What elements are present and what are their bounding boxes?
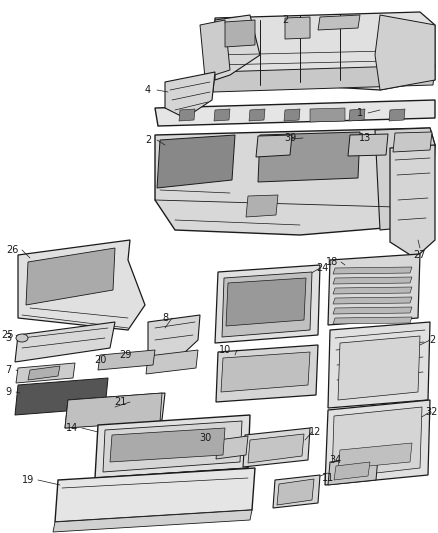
Polygon shape <box>155 128 435 235</box>
Polygon shape <box>28 366 60 380</box>
Polygon shape <box>157 135 235 188</box>
Polygon shape <box>16 363 75 383</box>
Polygon shape <box>55 468 255 522</box>
Polygon shape <box>65 393 162 428</box>
Polygon shape <box>375 128 435 230</box>
Text: 12: 12 <box>309 427 321 437</box>
Text: 7: 7 <box>5 365 11 375</box>
Polygon shape <box>148 315 200 368</box>
Text: 39: 39 <box>284 133 296 143</box>
Polygon shape <box>333 297 412 304</box>
Text: 30: 30 <box>199 433 211 443</box>
Polygon shape <box>165 72 215 118</box>
Polygon shape <box>318 15 360 30</box>
Polygon shape <box>146 350 198 374</box>
Text: 29: 29 <box>119 350 131 360</box>
Text: 24: 24 <box>316 263 328 273</box>
Text: 4: 4 <box>145 85 151 95</box>
Text: 10: 10 <box>219 345 231 355</box>
Polygon shape <box>18 240 145 330</box>
Text: 25: 25 <box>2 330 14 340</box>
Text: 21: 21 <box>114 397 126 407</box>
Polygon shape <box>213 65 435 92</box>
Polygon shape <box>333 287 412 294</box>
Polygon shape <box>328 457 378 485</box>
Polygon shape <box>225 20 255 47</box>
Polygon shape <box>155 100 435 126</box>
Text: 3: 3 <box>5 333 11 343</box>
Polygon shape <box>215 265 320 343</box>
Polygon shape <box>65 393 165 428</box>
Polygon shape <box>349 109 365 121</box>
Polygon shape <box>215 15 260 80</box>
Polygon shape <box>93 468 248 492</box>
Text: 13: 13 <box>359 133 371 143</box>
Polygon shape <box>325 400 430 485</box>
Polygon shape <box>333 317 412 324</box>
Polygon shape <box>338 443 412 469</box>
Polygon shape <box>200 20 230 78</box>
Polygon shape <box>328 254 420 325</box>
Polygon shape <box>277 479 314 505</box>
Text: 8: 8 <box>162 313 168 323</box>
Polygon shape <box>15 378 108 415</box>
Polygon shape <box>246 195 278 217</box>
Polygon shape <box>285 17 310 39</box>
Text: 27: 27 <box>414 250 426 260</box>
Text: 9: 9 <box>5 387 11 397</box>
Text: 14: 14 <box>66 423 78 433</box>
Text: 34: 34 <box>329 455 341 465</box>
Polygon shape <box>179 109 195 121</box>
Polygon shape <box>216 345 318 402</box>
Polygon shape <box>333 267 412 274</box>
Polygon shape <box>390 145 435 258</box>
Polygon shape <box>333 277 412 284</box>
Polygon shape <box>375 15 435 90</box>
Polygon shape <box>95 415 250 478</box>
Polygon shape <box>273 475 320 508</box>
Polygon shape <box>222 272 312 337</box>
Text: 18: 18 <box>326 257 338 267</box>
Polygon shape <box>310 108 345 122</box>
Polygon shape <box>243 428 310 467</box>
Polygon shape <box>226 278 306 326</box>
Polygon shape <box>333 307 412 314</box>
Polygon shape <box>221 352 310 392</box>
Polygon shape <box>98 350 155 370</box>
Text: 20: 20 <box>94 355 106 365</box>
Polygon shape <box>15 322 115 362</box>
Polygon shape <box>249 109 265 121</box>
Polygon shape <box>389 109 405 121</box>
Text: 1: 1 <box>357 108 363 118</box>
Polygon shape <box>26 248 115 305</box>
Polygon shape <box>284 109 300 121</box>
Polygon shape <box>216 436 248 459</box>
Polygon shape <box>256 135 292 157</box>
Polygon shape <box>214 109 230 121</box>
Text: 2: 2 <box>429 335 435 345</box>
Polygon shape <box>258 132 360 182</box>
Ellipse shape <box>16 334 28 342</box>
Text: 32: 32 <box>426 407 438 417</box>
Polygon shape <box>332 407 422 478</box>
Polygon shape <box>103 421 242 472</box>
Text: 2: 2 <box>145 135 151 145</box>
Text: 26: 26 <box>6 245 18 255</box>
Polygon shape <box>248 434 304 463</box>
Polygon shape <box>338 336 420 400</box>
Polygon shape <box>215 12 435 90</box>
Text: 19: 19 <box>22 475 34 485</box>
Text: 2: 2 <box>282 15 288 25</box>
Polygon shape <box>328 322 430 408</box>
Polygon shape <box>348 134 388 156</box>
Polygon shape <box>53 510 252 532</box>
Text: 11: 11 <box>322 473 334 483</box>
Polygon shape <box>110 428 225 462</box>
Polygon shape <box>393 132 432 152</box>
Polygon shape <box>334 462 370 480</box>
